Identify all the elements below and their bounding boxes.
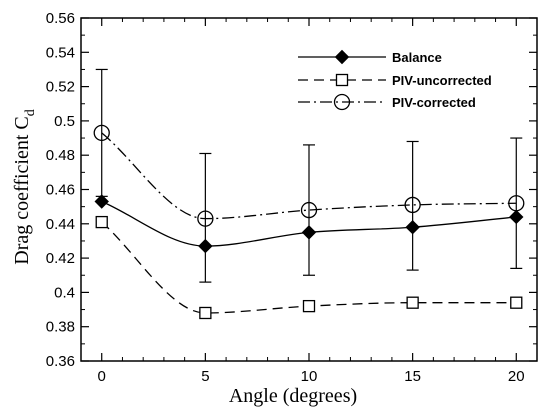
data-point-piv-corrected	[508, 195, 525, 212]
data-point-piv-corrected	[197, 210, 214, 227]
y-axis-title-subscript: d	[23, 109, 38, 116]
legend-label-piv-uncorrected: PIV-uncorrected	[392, 73, 492, 88]
data-point-piv-corrected	[404, 196, 421, 214]
y-tick-label: 0.56	[46, 10, 75, 27]
x-tick-label: 20	[508, 368, 525, 385]
y-tick-label: 0.54	[46, 44, 75, 61]
y-tick-label: 0.36	[46, 353, 75, 370]
y-tick-label: 0.52	[46, 79, 75, 96]
x-tick-label: 10	[301, 368, 318, 385]
data-point-piv-uncorrected	[302, 299, 316, 313]
data-point-piv-uncorrected	[406, 296, 419, 309]
y-axis-title-main: Drag coefficient C	[11, 116, 33, 264]
y-tick-label: 0.44	[46, 216, 75, 233]
x-tick-label: 0	[98, 368, 106, 385]
legend-label-piv-corrected: PIV-corrected	[392, 95, 476, 110]
y-tick-label: 0.42	[46, 250, 75, 267]
y-tick-label: 0.46	[46, 182, 75, 199]
legend-label-balance: Balance	[392, 50, 442, 65]
axes-layer: 0 5 10 15 20 0.36 0.38 0.4 0.42 0.44 0.46 0.48 0.5 0.…	[46, 10, 538, 385]
legend-marker-piv-uncorrected	[335, 73, 349, 87]
data-point-piv-corrected	[93, 124, 110, 142]
data-point-piv-uncorrected	[199, 306, 212, 320]
legend-marker-piv-corrected	[333, 93, 351, 111]
x-tick-label: 15	[404, 368, 421, 385]
series-piv-corrected	[93, 68, 525, 283]
series-layer	[93, 68, 525, 320]
x-axis-title: Angle (degrees)	[229, 385, 357, 407]
legend: Balance PIV-uncorrected PIV-corrected	[298, 49, 492, 111]
y-tick-label: 0.5	[54, 113, 75, 130]
y-tick-label: 0.48	[46, 147, 75, 164]
data-point-piv-uncorrected	[510, 296, 523, 309]
y-tick-label: 0.4	[54, 284, 75, 301]
legend-marker-balance	[334, 49, 350, 65]
y-axis-title: Drag coefficient Cd	[11, 109, 38, 264]
y-tick-label: 0.38	[46, 319, 75, 336]
series-line-piv-corrected	[101, 132, 517, 220]
data-point-balance	[94, 194, 109, 209]
data-point-piv-uncorrected	[95, 215, 108, 229]
series-piv-uncorrected	[95, 215, 523, 320]
x-tick-label: 5	[201, 368, 209, 385]
data-point-piv-corrected	[300, 201, 318, 219]
